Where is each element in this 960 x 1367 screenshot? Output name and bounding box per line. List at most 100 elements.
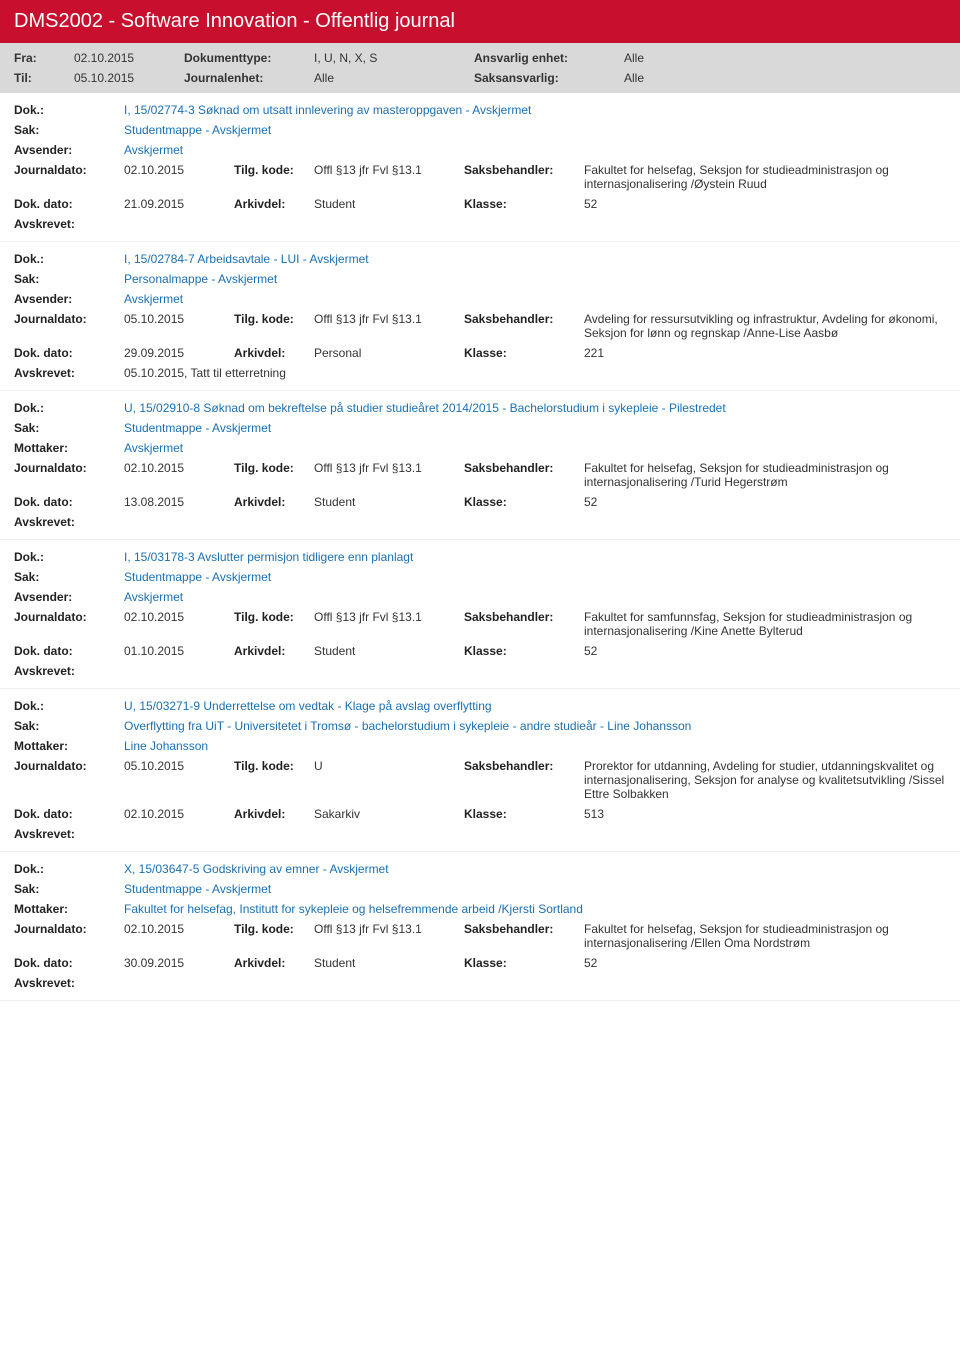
- party-value: Avskjermet: [124, 441, 946, 455]
- arkivdel-value: Student: [314, 956, 464, 970]
- dokdato-label: Dok. dato:: [14, 197, 124, 211]
- sak-value: Studentmappe - Avskjermet: [124, 570, 946, 584]
- arkivdel-label: Arkivdel:: [234, 197, 314, 211]
- avskrevet-label: Avskrevet:: [14, 976, 124, 990]
- dok-label: Dok.:: [14, 252, 124, 266]
- dokdato-value: 01.10.2015: [124, 644, 234, 658]
- klasse-label: Klasse:: [464, 956, 584, 970]
- dokdato-value: 13.08.2015: [124, 495, 234, 509]
- klasse-label: Klasse:: [464, 197, 584, 211]
- klasse-label: Klasse:: [464, 644, 584, 658]
- journaldato-value: 02.10.2015: [124, 461, 234, 475]
- sak-label: Sak:: [14, 882, 124, 896]
- tilg-value: Offl §13 jfr Fvl §13.1: [314, 312, 464, 326]
- party-value: Line Johansson: [124, 739, 946, 753]
- dok-value: I, 15/02784-7 Arbeidsavtale - LUI - Avsk…: [124, 252, 946, 266]
- saksbeh-value: Fakultet for helsefag, Seksjon for studi…: [584, 922, 946, 950]
- party-label: Avsender:: [14, 292, 124, 306]
- party-value: Avskjermet: [124, 143, 946, 157]
- dok-value: I, 15/02774-3 Søknad om utsatt innleveri…: [124, 103, 946, 117]
- arkivdel-label: Arkivdel:: [234, 956, 314, 970]
- tilg-value: Offl §13 jfr Fvl §13.1: [314, 163, 464, 177]
- dok-value: X, 15/03647-5 Godskriving av emner - Avs…: [124, 862, 946, 876]
- sak-value: Studentmappe - Avskjermet: [124, 123, 946, 137]
- party-value: Avskjermet: [124, 292, 946, 306]
- journal-entry: Dok.: I, 15/02774-3 Søknad om utsatt inn…: [0, 93, 960, 242]
- tilg-label: Tilg. kode:: [234, 461, 314, 475]
- journalenhet-label: Journalenhet:: [184, 71, 314, 85]
- til-label: Til:: [14, 71, 74, 85]
- arkivdel-label: Arkivdel:: [234, 495, 314, 509]
- sak-label: Sak:: [14, 570, 124, 584]
- party-label: Mottaker:: [14, 902, 124, 916]
- saksbeh-label: Saksbehandler:: [464, 610, 584, 624]
- dokdato-label: Dok. dato:: [14, 495, 124, 509]
- til-value: 05.10.2015: [74, 71, 184, 85]
- sak-value: Overflytting fra UiT - Universitetet i T…: [124, 719, 946, 733]
- avskrevet-label: Avskrevet:: [14, 217, 124, 231]
- saksbeh-label: Saksbehandler:: [464, 163, 584, 177]
- tilg-label: Tilg. kode:: [234, 759, 314, 773]
- arkivdel-value: Student: [314, 495, 464, 509]
- journaldato-label: Journaldato:: [14, 759, 124, 773]
- saksbeh-value: Fakultet for helsefag, Seksjon for studi…: [584, 461, 946, 489]
- dokdato-label: Dok. dato:: [14, 956, 124, 970]
- dokdato-value: 29.09.2015: [124, 346, 234, 360]
- klasse-label: Klasse:: [464, 346, 584, 360]
- sak-value: Studentmappe - Avskjermet: [124, 882, 946, 896]
- avskrevet-value: 05.10.2015, Tatt til etterretning: [124, 366, 286, 380]
- saksansvarlig-label: Saksansvarlig:: [474, 71, 624, 85]
- dok-value: U, 15/03271-9 Underrettelse om vedtak - …: [124, 699, 946, 713]
- dokdato-label: Dok. dato:: [14, 807, 124, 821]
- party-value: Avskjermet: [124, 590, 946, 604]
- sak-label: Sak:: [14, 421, 124, 435]
- dokdato-value: 21.09.2015: [124, 197, 234, 211]
- saksbeh-value: Fakultet for samfunnsfag, Seksjon for st…: [584, 610, 946, 638]
- party-label: Avsender:: [14, 143, 124, 157]
- doktype-value: I, U, N, X, S: [314, 51, 474, 65]
- arkivdel-value: Student: [314, 644, 464, 658]
- dok-label: Dok.:: [14, 103, 124, 117]
- journaldato-label: Journaldato:: [14, 922, 124, 936]
- journal-entry: Dok.: X, 15/03647-5 Godskriving av emner…: [0, 852, 960, 1001]
- fra-value: 02.10.2015: [74, 51, 184, 65]
- journal-entry: Dok.: I, 15/02784-7 Arbeidsavtale - LUI …: [0, 242, 960, 391]
- sak-label: Sak:: [14, 123, 124, 137]
- sak-value: Personalmappe - Avskjermet: [124, 272, 946, 286]
- journaldato-value: 05.10.2015: [124, 312, 234, 326]
- journaldato-label: Journaldato:: [14, 163, 124, 177]
- sak-label: Sak:: [14, 272, 124, 286]
- dok-label: Dok.:: [14, 401, 124, 415]
- avskrevet-label: Avskrevet:: [14, 664, 124, 678]
- filter-bar: Fra: 02.10.2015 Dokumenttype: I, U, N, X…: [0, 43, 960, 93]
- party-label: Mottaker:: [14, 441, 124, 455]
- avskrevet-label: Avskrevet:: [14, 515, 124, 529]
- dokdato-label: Dok. dato:: [14, 346, 124, 360]
- saksbeh-label: Saksbehandler:: [464, 922, 584, 936]
- klasse-value: 221: [584, 346, 946, 360]
- klasse-value: 52: [584, 197, 946, 211]
- dok-label: Dok.:: [14, 862, 124, 876]
- klasse-value: 52: [584, 956, 946, 970]
- tilg-value: Offl §13 jfr Fvl §13.1: [314, 461, 464, 475]
- dok-value: U, 15/02910-8 Søknad om bekreftelse på s…: [124, 401, 946, 415]
- tilg-value: U: [314, 759, 464, 773]
- journaldato-label: Journaldato:: [14, 461, 124, 475]
- dokdato-label: Dok. dato:: [14, 644, 124, 658]
- klasse-value: 52: [584, 644, 946, 658]
- sak-label: Sak:: [14, 719, 124, 733]
- arkivdel-value: Personal: [314, 346, 464, 360]
- journaldato-value: 02.10.2015: [124, 163, 234, 177]
- journaldato-value: 05.10.2015: [124, 759, 234, 773]
- journaldato-label: Journaldato:: [14, 312, 124, 326]
- saksbeh-value: Avdeling for ressursutvikling og infrast…: [584, 312, 946, 340]
- avskrevet-label: Avskrevet:: [14, 827, 124, 841]
- journaldato-label: Journaldato:: [14, 610, 124, 624]
- saksbeh-value: Prorektor for utdanning, Avdeling for st…: [584, 759, 946, 801]
- fra-label: Fra:: [14, 51, 74, 65]
- tilg-label: Tilg. kode:: [234, 163, 314, 177]
- saksbeh-label: Saksbehandler:: [464, 312, 584, 326]
- journalenhet-value: Alle: [314, 71, 474, 85]
- arkivdel-value: Sakarkiv: [314, 807, 464, 821]
- ansvarlig-label: Ansvarlig enhet:: [474, 51, 624, 65]
